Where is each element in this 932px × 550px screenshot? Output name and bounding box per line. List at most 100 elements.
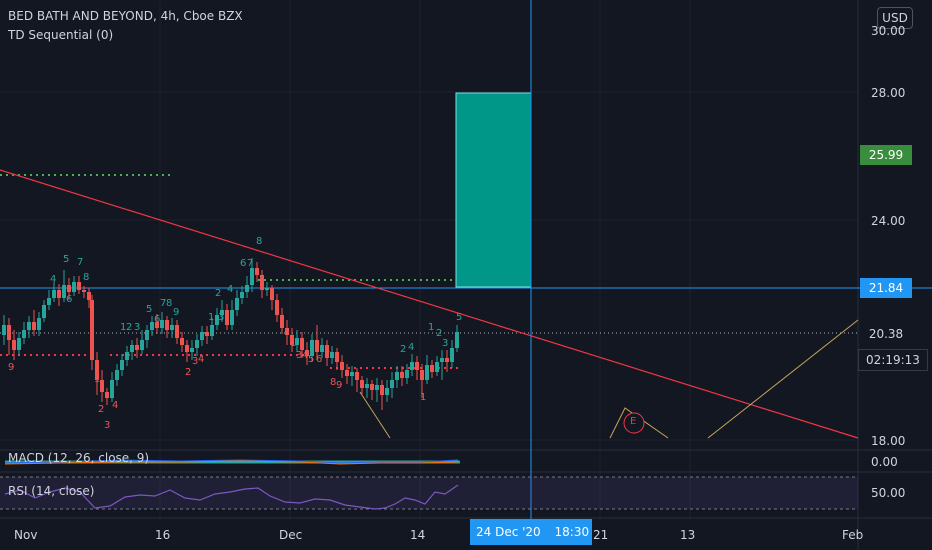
candle-body [430, 365, 434, 372]
target-price-label: 25.99 [860, 145, 912, 165]
candle-body [215, 315, 219, 325]
td-count-digit: 2 [126, 322, 132, 333]
candle-body [155, 322, 159, 328]
candle-body [405, 370, 409, 378]
candle-body [67, 285, 71, 292]
candle-body [400, 372, 404, 378]
candle-body [320, 345, 324, 352]
candle-body [225, 310, 229, 325]
candle-body [22, 330, 26, 338]
candle-body [290, 335, 294, 345]
td-count-digit: 2 [436, 328, 442, 339]
td-count-digit: 4 [227, 284, 233, 295]
candle-body [450, 348, 454, 362]
candle-body [390, 380, 394, 388]
time-tick: 16 [155, 528, 171, 542]
candle-body [340, 362, 344, 370]
time-tick: 13 [680, 528, 696, 542]
td-count-digit: 5 [63, 254, 69, 265]
td-count-digit: 3 [192, 356, 198, 367]
rsi-title[interactable]: RSI (14, close) [8, 484, 95, 498]
candle-body [345, 370, 349, 376]
candle-body [395, 372, 399, 380]
candle-body [205, 332, 209, 336]
td-count-digit: 5 [146, 304, 152, 315]
time-tick: Nov [14, 528, 38, 542]
rsi-axis-value: 50.00 [871, 486, 906, 500]
td-count-digit: 9 [173, 307, 179, 318]
price-tick: 24.00 [871, 214, 906, 228]
candle-body [255, 268, 259, 275]
candle-body [90, 300, 94, 360]
time-tick: Dec [279, 528, 303, 542]
td-count-digit: 4 [50, 274, 56, 285]
td-count-digit: 1 [420, 392, 426, 403]
projection-line [707, 319, 859, 439]
td-count-digit: 4 [112, 400, 118, 411]
time-tick: Feb [842, 528, 864, 542]
trendline [0, 169, 859, 439]
candle-body [240, 292, 244, 298]
candle-body [300, 338, 304, 350]
candle-body [210, 325, 214, 336]
candle-body [95, 360, 99, 380]
candle-body [415, 362, 419, 370]
candle-body [375, 385, 379, 390]
grid [0, 0, 858, 520]
candle-body [87, 292, 91, 300]
candle-body [115, 370, 119, 380]
candle-body [330, 352, 334, 358]
td-count-digit: 9 [8, 362, 14, 373]
td-count-digit: 4 [408, 342, 414, 353]
candle-body [230, 310, 234, 325]
td-count-digit: 7 [324, 350, 330, 361]
price-tick: 28.00 [871, 86, 906, 100]
candle-body [365, 384, 369, 388]
candle-body [62, 285, 66, 298]
td-count-digit: 2 [400, 344, 406, 355]
candle-body [140, 340, 144, 350]
candle-body [160, 320, 164, 328]
td-count-digit: 6 [154, 314, 160, 325]
candle-body [130, 345, 134, 352]
macd-title[interactable]: MACD (12, 26, close, 9) [8, 451, 150, 465]
time-tick: 21 [593, 528, 609, 542]
macd-axis-value: 0.00 [871, 455, 898, 469]
candle-body [455, 332, 459, 348]
rsi-band [0, 477, 858, 509]
td-count-digit: 8 [256, 236, 262, 247]
target-box [455, 92, 532, 288]
symbol-title[interactable]: BED BATH AND BEYOND, 4h, Cboe BZX [8, 9, 243, 23]
td-count-digit: 8 [83, 272, 89, 283]
indicator-title[interactable]: TD Sequential (0) [8, 28, 114, 42]
level-price-label: 21.84 [860, 278, 912, 298]
candle-body [385, 388, 389, 395]
currency-button[interactable]: USD [877, 7, 913, 29]
macd-line [4, 459, 459, 464]
candle-body [270, 288, 274, 300]
rsi-line [4, 484, 459, 510]
candle-body [245, 285, 249, 292]
crosshair-date: 24 Dec '20 [476, 525, 541, 539]
bar-countdown: 02:19:13 [858, 349, 928, 371]
candle-body [440, 358, 444, 362]
candle-body [195, 340, 199, 348]
candle-body [425, 365, 429, 380]
candle-body [37, 318, 41, 330]
earnings-marker-label[interactable]: E [630, 416, 637, 427]
crosshair-time: 18:30 [554, 525, 590, 539]
candle-body [32, 322, 36, 330]
td-count-digit: 7 [77, 257, 83, 268]
projection-line [359, 391, 391, 439]
candle-body [82, 290, 86, 292]
td-count-digit: 2 [98, 404, 104, 415]
price-tick: 18.00 [871, 434, 906, 448]
candle-body [350, 372, 354, 376]
candle-body [125, 352, 129, 360]
td-count-digit: 1 [290, 338, 296, 349]
td-count-digit: 9 [336, 380, 342, 391]
td-count-digit: 3 [296, 350, 302, 361]
candle-body [72, 282, 76, 292]
